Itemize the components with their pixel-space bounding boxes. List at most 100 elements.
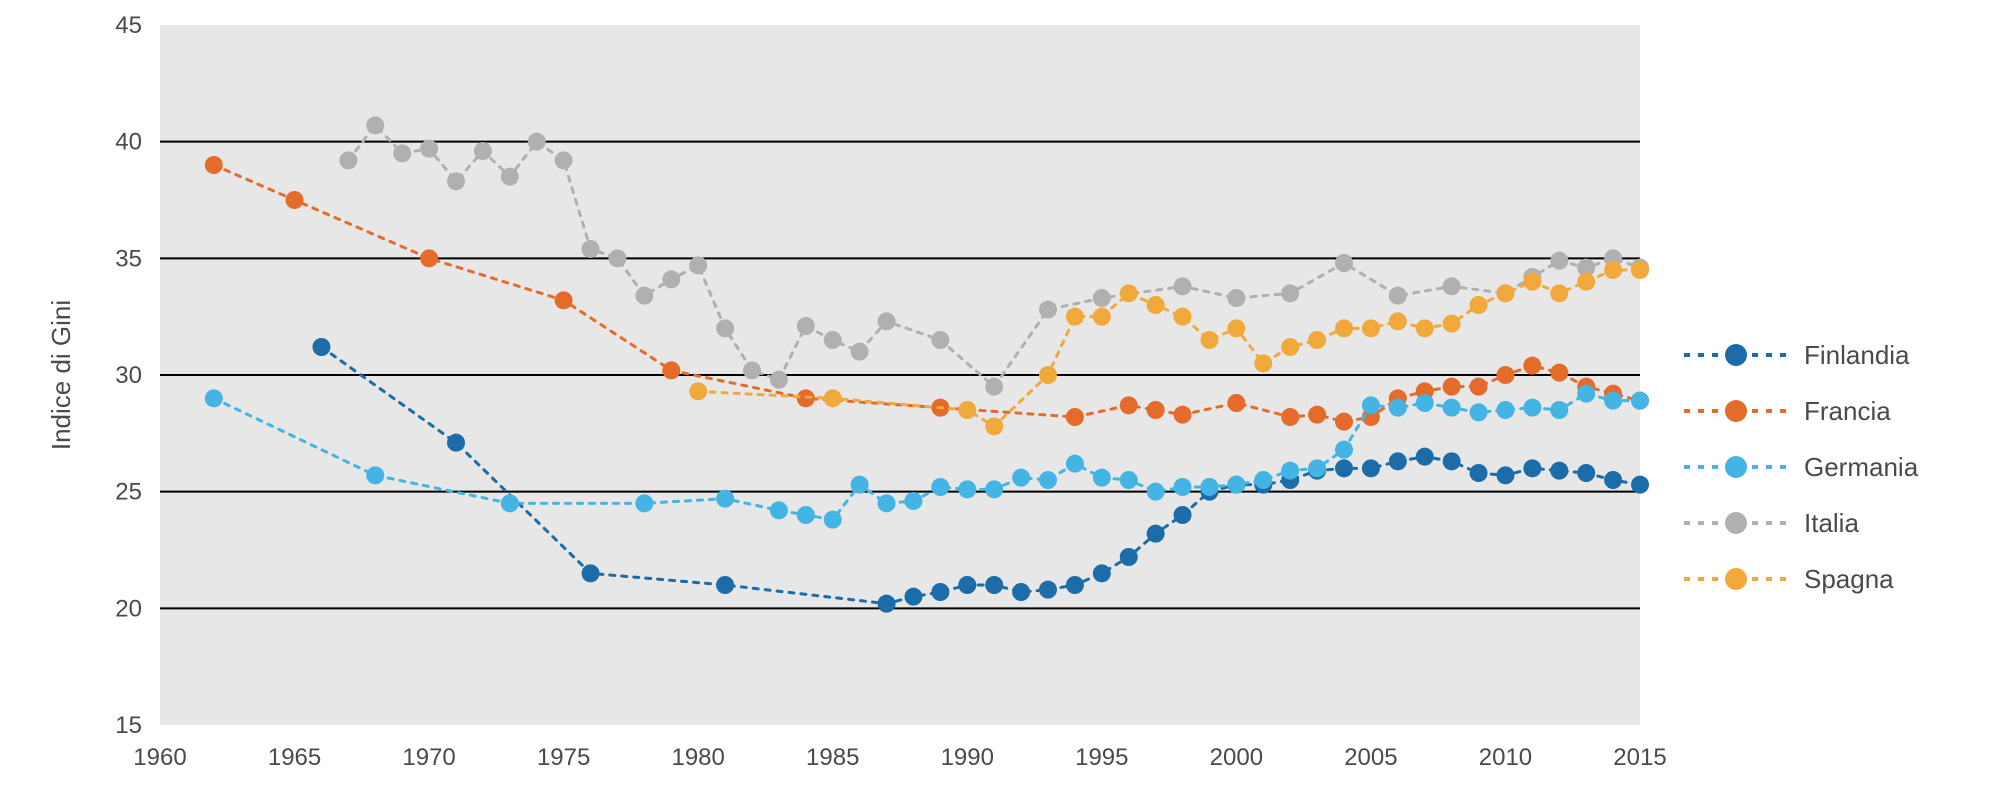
series-marker-germania	[1389, 399, 1407, 417]
series-marker-italia	[474, 142, 492, 160]
series-marker-germania	[716, 490, 734, 508]
series-marker-francia	[662, 361, 680, 379]
x-tick-label: 1970	[402, 744, 455, 771]
series-marker-italia	[393, 144, 411, 162]
series-marker-spagna	[1227, 319, 1245, 337]
series-marker-germania	[1066, 455, 1084, 473]
series-marker-germania	[985, 480, 1003, 498]
series-marker-francia	[1496, 366, 1514, 384]
series-marker-italia	[985, 378, 1003, 396]
y-axis-title: Indice di Gini	[46, 300, 76, 450]
series-marker-germania	[878, 494, 896, 512]
legend-marker-icon	[1725, 456, 1747, 478]
series-marker-italia	[878, 312, 896, 330]
series-marker-finlandia	[312, 338, 330, 356]
series-marker-italia	[1550, 252, 1568, 270]
series-marker-spagna	[824, 389, 842, 407]
series-marker-finlandia	[1012, 583, 1030, 601]
series-marker-spagna	[985, 417, 1003, 435]
series-marker-francia	[1523, 357, 1541, 375]
series-marker-finlandia	[1389, 452, 1407, 470]
series-marker-spagna	[1362, 319, 1380, 337]
series-marker-francia	[205, 156, 223, 174]
series-marker-italia	[662, 270, 680, 288]
legend-label: Germania	[1804, 452, 1919, 482]
x-tick-label: 1975	[537, 744, 590, 771]
series-marker-finlandia	[1470, 464, 1488, 482]
series-marker-italia	[1443, 277, 1461, 295]
series-marker-spagna	[1523, 273, 1541, 291]
series-marker-spagna	[1120, 284, 1138, 302]
series-marker-italia	[1093, 289, 1111, 307]
legend-label: Spagna	[1804, 564, 1894, 594]
x-tick-label: 1980	[671, 744, 724, 771]
series-marker-finlandia	[582, 564, 600, 582]
series-marker-finlandia	[716, 576, 734, 594]
series-marker-spagna	[1550, 284, 1568, 302]
x-tick-label: 2015	[1613, 744, 1666, 771]
series-marker-spagna	[1066, 308, 1084, 326]
series-marker-finlandia	[958, 576, 976, 594]
series-marker-italia	[1227, 289, 1245, 307]
series-marker-germania	[1093, 469, 1111, 487]
series-marker-germania	[1039, 471, 1057, 489]
series-marker-italia	[1335, 254, 1353, 272]
series-marker-italia	[1281, 284, 1299, 302]
series-marker-finlandia	[1577, 464, 1595, 482]
series-marker-germania	[1281, 462, 1299, 480]
series-marker-italia	[339, 151, 357, 169]
series-marker-germania	[931, 478, 949, 496]
series-marker-spagna	[1147, 296, 1165, 314]
legend: FinlandiaFranciaGermaniaItaliaSpagna	[1684, 340, 1919, 594]
series-marker-germania	[904, 492, 922, 510]
series-marker-germania	[1147, 483, 1165, 501]
series-marker-spagna	[1443, 315, 1461, 333]
series-marker-italia	[689, 256, 707, 274]
x-tick-label: 1965	[268, 744, 321, 771]
series-marker-germania	[1335, 441, 1353, 459]
series-marker-italia	[528, 133, 546, 151]
x-tick-label: 1990	[941, 744, 994, 771]
series-marker-spagna	[1577, 273, 1595, 291]
series-marker-italia	[582, 240, 600, 258]
x-tick-label: 1995	[1075, 744, 1128, 771]
series-marker-germania	[1362, 396, 1380, 414]
series-marker-italia	[851, 343, 869, 361]
series-marker-spagna	[958, 401, 976, 419]
series-marker-francia	[286, 191, 304, 209]
series-marker-germania	[1443, 399, 1461, 417]
series-marker-francia	[1443, 378, 1461, 396]
series-marker-spagna	[1631, 261, 1649, 279]
legend-marker-icon	[1725, 344, 1747, 366]
gini-line-chart: 1520253035404519601965197019751980198519…	[0, 0, 1989, 800]
series-marker-germania	[1416, 394, 1434, 412]
series-marker-francia	[1147, 401, 1165, 419]
series-marker-germania	[1254, 471, 1272, 489]
series-marker-finlandia	[904, 588, 922, 606]
series-marker-italia	[635, 287, 653, 305]
series-marker-italia	[797, 317, 815, 335]
series-marker-finlandia	[1362, 459, 1380, 477]
series-marker-italia	[447, 172, 465, 190]
series-marker-italia	[501, 168, 519, 186]
x-tick-label: 2010	[1479, 744, 1532, 771]
series-marker-italia	[1389, 287, 1407, 305]
series-marker-italia	[770, 371, 788, 389]
series-marker-spagna	[1496, 284, 1514, 302]
legend-marker-icon	[1725, 568, 1747, 590]
series-marker-finlandia	[1631, 476, 1649, 494]
series-marker-italia	[931, 331, 949, 349]
y-tick-label: 35	[115, 245, 142, 272]
series-marker-germania	[824, 511, 842, 529]
series-marker-germania	[1631, 392, 1649, 410]
series-marker-germania	[1200, 478, 1218, 496]
y-tick-label: 45	[115, 12, 142, 39]
series-marker-spagna	[1416, 319, 1434, 337]
legend-label: Finlandia	[1804, 340, 1910, 370]
chart-svg: 1520253035404519601965197019751980198519…	[0, 0, 1989, 800]
series-marker-finlandia	[1147, 525, 1165, 543]
legend-marker-icon	[1725, 512, 1747, 534]
series-marker-francia	[555, 291, 573, 309]
series-marker-italia	[824, 331, 842, 349]
series-marker-spagna	[1335, 319, 1353, 337]
